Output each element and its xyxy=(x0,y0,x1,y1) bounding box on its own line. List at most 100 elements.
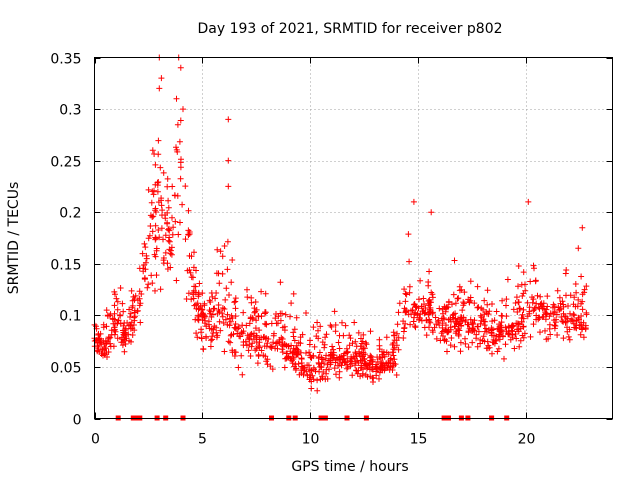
data-point xyxy=(376,375,382,382)
data-point xyxy=(355,360,362,366)
data-point xyxy=(370,379,376,385)
data-point xyxy=(538,300,545,307)
data-point xyxy=(536,314,543,321)
data-point xyxy=(331,308,338,315)
data-point xyxy=(128,319,135,326)
data-point xyxy=(493,308,500,315)
data-point xyxy=(440,333,446,339)
data-point xyxy=(554,287,561,294)
data-point xyxy=(176,138,183,145)
data-point xyxy=(129,332,136,338)
data-point xyxy=(262,320,268,327)
data-point xyxy=(462,340,469,347)
data-point xyxy=(240,309,247,316)
data-point xyxy=(282,311,289,318)
data-point xyxy=(187,269,194,276)
data-point xyxy=(477,320,484,327)
data-point xyxy=(274,345,281,352)
data-point xyxy=(220,320,227,326)
data-point xyxy=(279,324,286,331)
data-point xyxy=(173,144,179,151)
data-point xyxy=(458,322,465,329)
data-point xyxy=(144,284,151,291)
data-point xyxy=(164,175,171,182)
data-point xyxy=(373,372,380,379)
data-point xyxy=(100,338,107,344)
data-point xyxy=(402,290,409,297)
data-point xyxy=(157,164,164,171)
data-point xyxy=(107,311,114,318)
data-point xyxy=(575,314,582,321)
data-point xyxy=(217,327,224,334)
data-point xyxy=(518,315,525,321)
data-point xyxy=(503,302,509,309)
data-point xyxy=(484,287,491,294)
data-point xyxy=(481,338,488,345)
data-point xyxy=(229,347,236,354)
data-point xyxy=(219,310,226,317)
data-point xyxy=(244,286,250,293)
data-point xyxy=(462,335,468,342)
data-point xyxy=(224,266,231,273)
data-point xyxy=(260,334,267,341)
data-point xyxy=(461,289,468,296)
tick-labels: 0 0.05 0.1 0.15 0.2 0.25 0.3 0.35 0 5 10 15 20 xyxy=(50,52,535,448)
data-point xyxy=(356,348,362,355)
data-point xyxy=(478,314,485,321)
data-point xyxy=(543,336,550,343)
data-point xyxy=(524,313,531,320)
data-point xyxy=(314,319,321,326)
data-point xyxy=(546,325,553,332)
data-point xyxy=(314,377,321,384)
data-point xyxy=(567,310,573,317)
data-point xyxy=(457,339,464,346)
data-point xyxy=(406,258,413,265)
data-point xyxy=(378,360,385,367)
data-point xyxy=(363,361,370,368)
data-point xyxy=(336,368,343,375)
data-point xyxy=(207,299,214,305)
data-point xyxy=(121,329,128,336)
data-point xyxy=(513,294,520,301)
data-point xyxy=(368,353,375,360)
data-point xyxy=(533,300,540,307)
data-point xyxy=(380,351,387,358)
data-point xyxy=(226,322,233,329)
data-point xyxy=(391,356,398,363)
data-point xyxy=(232,305,239,312)
data-point xyxy=(140,268,147,275)
data-point xyxy=(426,324,432,331)
data-point xyxy=(572,281,579,287)
data-point xyxy=(353,353,360,360)
data-point xyxy=(428,289,435,296)
data-point xyxy=(219,313,226,320)
data-point xyxy=(462,318,469,325)
data-point xyxy=(295,351,301,358)
data-point xyxy=(114,298,121,305)
data-point xyxy=(497,322,504,329)
data-point xyxy=(362,339,369,346)
data-point xyxy=(136,295,143,302)
data-point xyxy=(236,333,243,340)
data-point xyxy=(452,330,459,337)
data-point xyxy=(508,324,515,330)
data-point xyxy=(525,198,532,205)
data-point xyxy=(310,353,317,360)
data-point xyxy=(514,309,521,315)
data-point xyxy=(576,322,583,329)
data-point xyxy=(483,328,490,335)
data-point xyxy=(316,349,323,356)
data-point xyxy=(185,227,192,234)
data-point xyxy=(316,368,323,375)
data-point xyxy=(279,346,286,353)
data-point xyxy=(560,310,567,317)
data-point xyxy=(134,307,141,314)
data-point xyxy=(556,294,563,301)
x-tick-label: 5 xyxy=(198,432,207,448)
data-point xyxy=(428,209,435,216)
data-point xyxy=(279,336,286,342)
data-point xyxy=(154,188,161,195)
data-point xyxy=(358,364,365,371)
data-point xyxy=(324,375,331,382)
data-point xyxy=(270,332,277,339)
